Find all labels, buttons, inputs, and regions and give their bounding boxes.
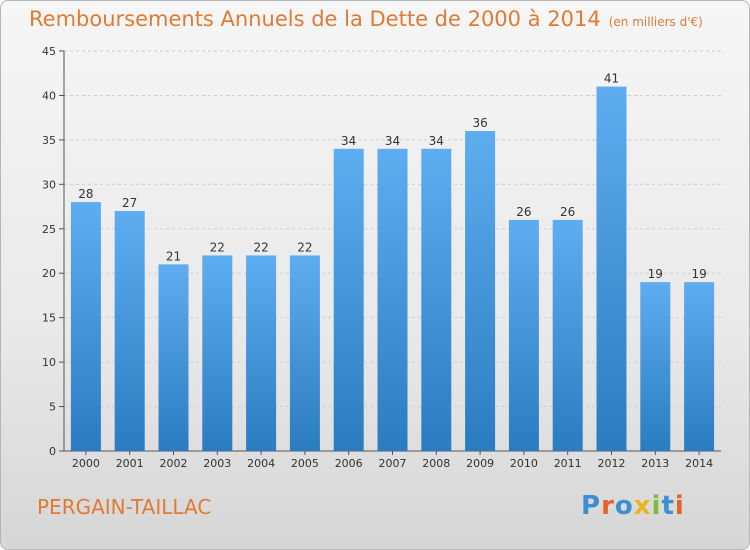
bar-2009 xyxy=(465,131,496,451)
bar-2008 xyxy=(421,148,452,451)
bar-value-label: 22 xyxy=(210,240,225,254)
bar-value-label: 19 xyxy=(691,267,706,281)
y-tick-label: 20 xyxy=(42,267,56,280)
bars xyxy=(70,86,715,452)
logo-letter: r xyxy=(601,491,615,521)
bar-value-label: 26 xyxy=(560,205,575,219)
bar-value-label: 34 xyxy=(341,134,356,148)
x-tick-label: 2001 xyxy=(116,457,144,470)
y-tick-label: 30 xyxy=(42,178,56,191)
x-tick-label: 2014 xyxy=(685,457,713,470)
bar-value-label: 21 xyxy=(166,249,181,263)
bar-2012 xyxy=(596,86,627,452)
y-tick-labels: 0 5 10 15 20 25 30 35 40 45 xyxy=(42,45,64,458)
bar-value-label: 41 xyxy=(604,72,619,86)
town-name: PERGAIN-TAILLAC xyxy=(37,495,212,519)
bar-2000 xyxy=(70,202,101,451)
bar-value-label: 26 xyxy=(516,205,531,219)
bar-value-label: 22 xyxy=(297,240,312,254)
y-tick-label: 0 xyxy=(49,445,56,458)
bar-value-label: 36 xyxy=(472,116,487,130)
x-tick-label: 2012 xyxy=(598,457,626,470)
x-tick-label: 2013 xyxy=(641,457,669,470)
data-labels: 28 27 21 22 22 22 34 34 34 36 26 26 41 19 19 xyxy=(78,72,706,282)
y-tick-label: 45 xyxy=(42,45,56,58)
bar-2005 xyxy=(289,255,320,451)
chart-header: Remboursements Annuels de la Dette de 20… xyxy=(29,7,703,31)
y-tick-label: 40 xyxy=(42,89,56,102)
y-tick-label: 5 xyxy=(49,401,56,414)
bar-value-label: 27 xyxy=(122,196,137,210)
x-tick-label: 2000 xyxy=(72,457,100,470)
x-tick-label: 2011 xyxy=(554,457,582,470)
x-tick-label: 2009 xyxy=(466,457,494,470)
x-tick-label: 2005 xyxy=(291,457,319,470)
bar-value-label: 34 xyxy=(429,134,444,148)
x-tick-label: 2004 xyxy=(247,457,275,470)
bar-2011 xyxy=(552,219,583,451)
chart-unit: (en milliers d'€) xyxy=(608,15,703,29)
x-tick-label: 2003 xyxy=(203,457,231,470)
logo-letter: i xyxy=(651,491,662,521)
bar-value-label: 19 xyxy=(648,267,663,281)
bar-2006 xyxy=(333,148,364,451)
logo-letter: i xyxy=(674,491,685,521)
x-tick-label: 2008 xyxy=(422,457,450,470)
logo-letter: P xyxy=(581,491,602,521)
bar-2004 xyxy=(246,255,277,451)
x-tick-labels: 2000 2001 2002 2003 2004 2005 2006 2007 2008 2009… xyxy=(72,451,713,470)
x-tick-label: 2007 xyxy=(379,457,407,470)
x-tick-label: 2010 xyxy=(510,457,538,470)
x-tick-label: 2006 xyxy=(335,457,363,470)
bar-2013 xyxy=(640,282,671,451)
x-tick-label: 2002 xyxy=(160,457,188,470)
logo-letter: x xyxy=(633,491,652,521)
y-tick-label: 25 xyxy=(42,223,56,236)
logo-letter: t xyxy=(661,491,675,521)
y-tick-label: 15 xyxy=(42,312,56,325)
bar-2003 xyxy=(202,255,233,451)
bar-2002 xyxy=(158,264,189,451)
proxiti-logo[interactable]: Proxiti xyxy=(581,491,685,521)
chart-title: Remboursements Annuels de la Dette de 20… xyxy=(29,7,601,31)
bar-value-label: 28 xyxy=(78,187,93,201)
y-tick-label: 10 xyxy=(42,356,56,369)
bar-value-label: 34 xyxy=(385,134,400,148)
bar-2007 xyxy=(377,148,408,451)
bar-value-label: 22 xyxy=(253,240,268,254)
bar-2014 xyxy=(684,282,715,451)
logo-letter: o xyxy=(614,491,634,521)
y-tick-label: 35 xyxy=(42,134,56,147)
bar-2010 xyxy=(508,219,539,451)
bar-2001 xyxy=(114,211,145,451)
